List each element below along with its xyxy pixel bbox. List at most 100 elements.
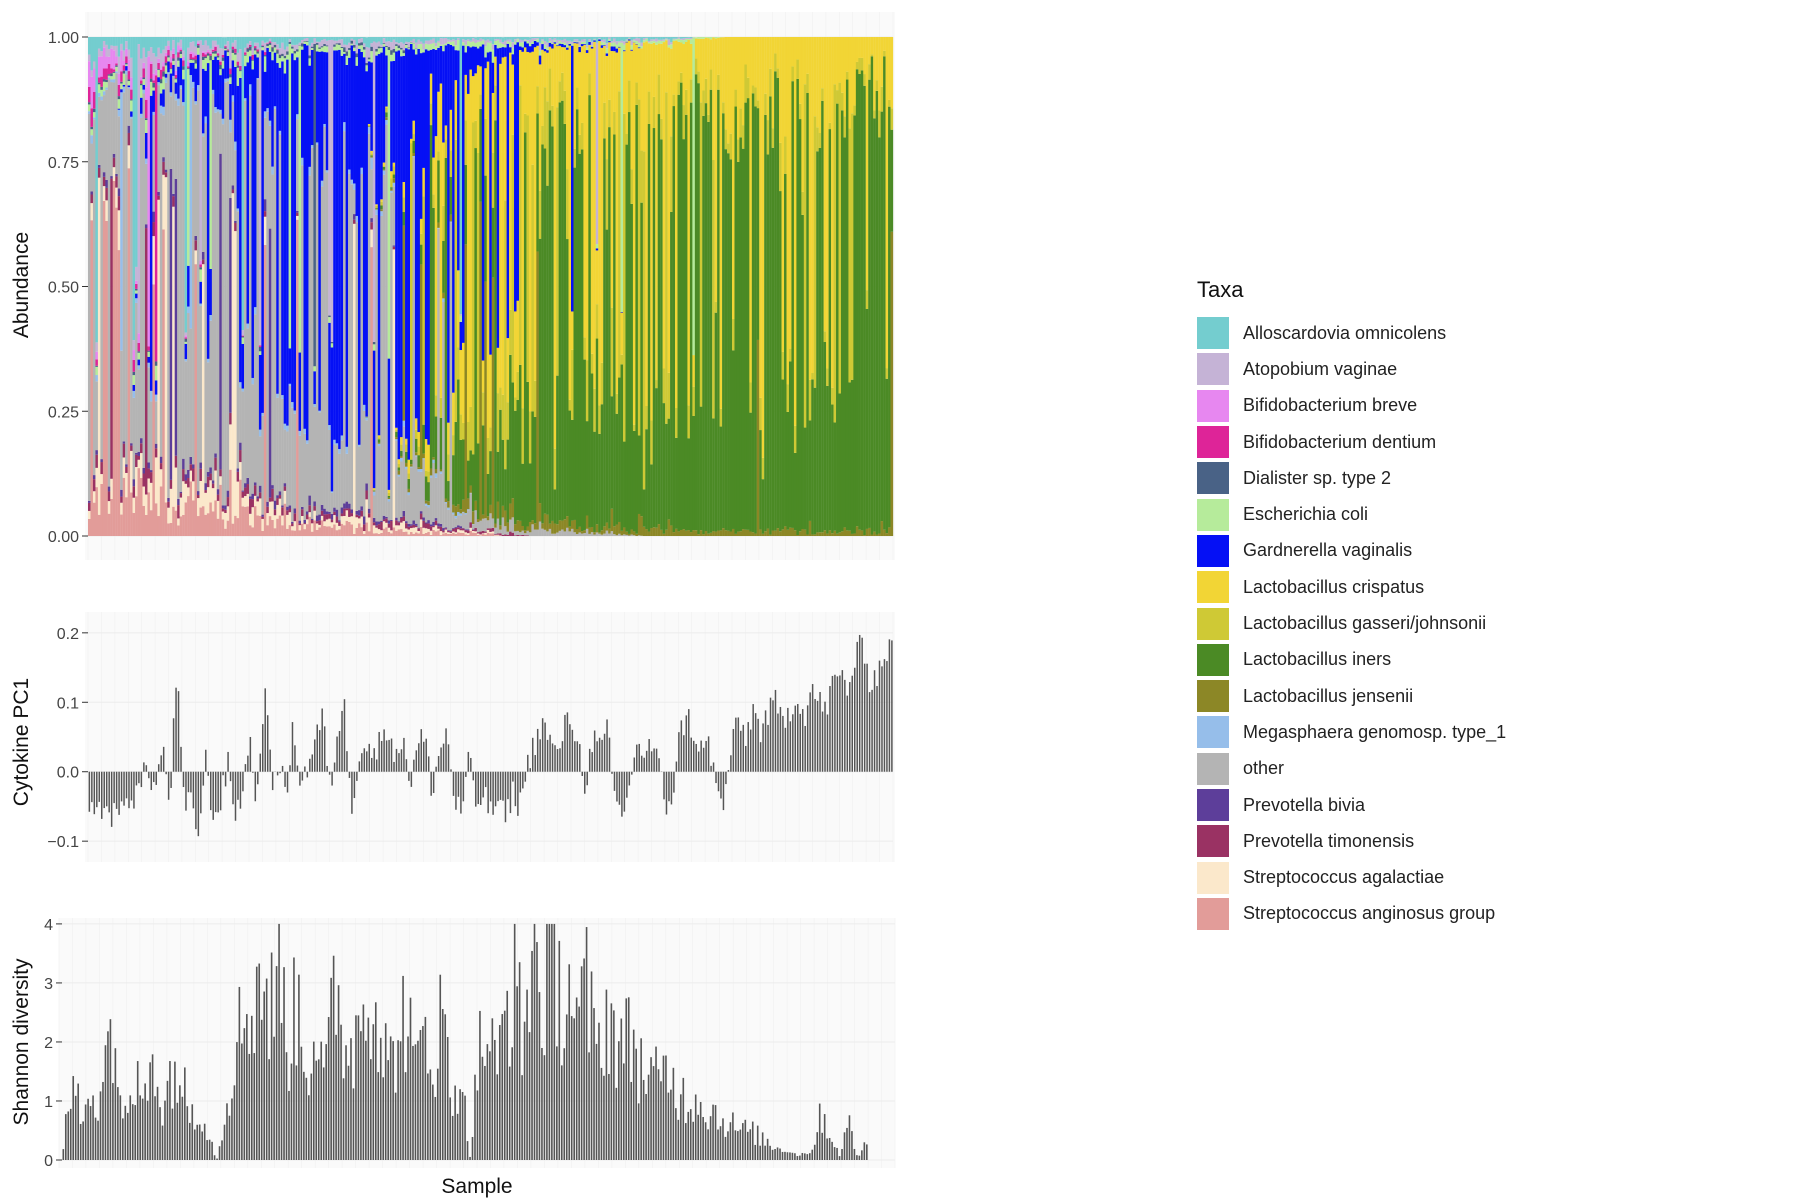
abundance-bar-segment	[588, 73, 591, 96]
abundance-bar-segment	[561, 37, 564, 41]
abundance-bar-segment	[543, 44, 547, 49]
abundance-bar-segment	[618, 41, 621, 43]
abundance-bar-segment	[405, 466, 408, 470]
abundance-bar-segment	[353, 189, 356, 215]
abundance-bar-segment	[650, 528, 653, 536]
abundance-bar-segment	[135, 454, 138, 468]
abundance-bar-segment	[132, 359, 136, 372]
abundance-bar-segment	[620, 311, 624, 313]
abundance-bar-segment	[551, 37, 554, 40]
abundance-bar-segment	[712, 531, 715, 536]
abundance-bar-segment	[491, 527, 495, 532]
abundance-bar-segment	[395, 44, 398, 46]
abundance-bar-segment	[149, 37, 153, 48]
cytokine-bar	[789, 721, 792, 772]
abundance-bar-segment	[385, 120, 388, 125]
abundance-bar-segment	[798, 37, 802, 104]
abundance-bar-segment	[187, 306, 190, 314]
abundance-bar-segment	[387, 520, 391, 524]
abundance-bar-segment	[201, 37, 205, 46]
abundance-bar-segment	[343, 47, 346, 52]
shannon-bar	[471, 1136, 474, 1160]
abundance-bar-segment	[657, 114, 661, 525]
shannon-bar	[724, 1136, 727, 1160]
cytokine-bar	[415, 750, 418, 772]
abundance-bar-segment	[209, 467, 212, 474]
abundance-bar-segment	[154, 69, 158, 76]
abundance-bar-segment	[410, 40, 413, 43]
abundance-bar-segment	[452, 514, 455, 528]
shannon-bar	[856, 1155, 858, 1160]
abundance-bar-segment	[605, 229, 609, 523]
legend-key	[1197, 680, 1229, 713]
abundance-bar-segment	[137, 342, 141, 352]
abundance-bar-segment	[454, 518, 458, 528]
cytokine-bar	[806, 705, 809, 772]
abundance-bar-segment	[305, 440, 309, 444]
abundance-bar-segment	[130, 37, 133, 58]
abundance-bar-segment	[717, 89, 720, 531]
abundance-bar-segment	[276, 44, 279, 50]
abundance-bar-segment	[192, 500, 195, 536]
abundance-bar-segment	[489, 42, 492, 52]
legend-key	[1197, 607, 1229, 640]
abundance-bar-segment	[298, 352, 302, 431]
abundance-bar-segment	[632, 424, 636, 431]
legend-label: Lactobacillus jensenii	[1243, 685, 1414, 706]
abundance-bar-segment	[110, 45, 113, 49]
abundance-bar-segment	[318, 41, 321, 48]
abundance-bar-segment	[318, 527, 321, 536]
abundance-bar-segment	[712, 159, 715, 419]
abundance-bar-segment	[605, 159, 609, 230]
abundance-bar-segment	[875, 534, 879, 536]
abundance-bar-segment	[657, 37, 661, 40]
shannon-bar	[201, 1131, 203, 1160]
shannon-bar	[179, 1085, 181, 1160]
abundance-bar-segment	[159, 68, 163, 70]
abundance-bar-segment	[380, 47, 383, 53]
abundance-bar-segment	[422, 424, 426, 454]
cytokine-bar	[229, 771, 232, 782]
abundance-bar-segment	[667, 37, 671, 40]
cytokine-bar	[584, 771, 586, 794]
abundance-bar-segment	[122, 84, 126, 87]
abundance-bar-segment	[459, 439, 463, 510]
abundance-bar-segment	[615, 44, 619, 49]
abundance-bar-segment	[865, 528, 869, 536]
abundance-bar-segment	[102, 172, 106, 177]
abundance-bar-segment	[127, 81, 131, 86]
abundance-bar-segment	[147, 468, 151, 479]
abundance-bar-segment	[318, 514, 321, 521]
abundance-bar-segment	[102, 68, 106, 80]
abundance-bar-segment	[860, 70, 864, 531]
abundance-bar-segment	[303, 433, 307, 520]
abundance-bar-segment	[348, 169, 351, 174]
abundance-bar-segment	[169, 523, 173, 536]
abundance-bar-segment	[301, 506, 304, 510]
cytokine-bar	[502, 771, 504, 801]
abundance-bar-segment	[266, 46, 269, 48]
cytokine-bar	[101, 771, 103, 819]
abundance-bar-segment	[625, 531, 629, 535]
abundance-bar-segment	[390, 519, 393, 522]
shannon-bar	[749, 1129, 752, 1160]
cytokine-bar	[777, 713, 779, 772]
shannon-bar	[397, 1040, 399, 1160]
cytokine-bar	[410, 771, 413, 787]
legend-key	[1197, 426, 1229, 459]
abundance-bar-segment	[377, 521, 381, 525]
abundance-bar-segment	[397, 474, 401, 477]
abundance-bar-segment	[407, 48, 411, 50]
cytokine-bar	[762, 723, 764, 772]
cytokine-bar	[740, 730, 742, 772]
abundance-bar-segment	[246, 328, 250, 478]
abundance-bar-segment	[343, 122, 346, 132]
cytokine-bar	[787, 707, 789, 772]
abundance-bar-segment	[749, 412, 752, 532]
abundance-bar-segment	[474, 527, 478, 532]
abundance-bar-segment	[100, 459, 104, 463]
abundance-bar-segment	[204, 70, 208, 117]
abundance-bar-segment	[444, 125, 448, 140]
abundance-bar-segment	[199, 260, 203, 265]
shannon-bar	[816, 1132, 819, 1160]
